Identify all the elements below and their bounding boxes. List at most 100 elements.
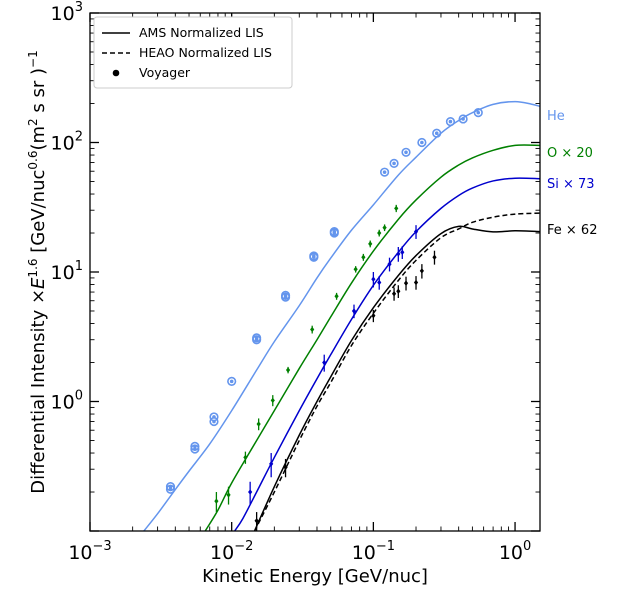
voyager-point-si [396,251,401,257]
voyager-point-he [417,137,427,148]
voyager-point-o [243,454,248,461]
voyager-point-he [389,158,399,168]
voyager-point-si [387,261,392,267]
y-title-e: E [28,277,49,289]
legend-label-ams: AMS Normalized LIS [139,25,264,40]
legend-label-voyager: Voyager [139,65,191,80]
voyager-point-fe [419,268,424,274]
voyager-point-si [413,228,419,235]
voyager-point-si [400,249,405,256]
voyager-point-si [269,461,274,467]
voyager-point-core-he [229,379,234,384]
legend: AMS Normalized LIS HEAO Normalized LIS V… [93,16,293,89]
y-tick-label: 103 [51,0,83,25]
voyager-point-o [214,498,219,504]
ams-lis-curve-he [143,100,540,531]
voyager-point-fe [283,464,288,471]
voyager-point-core-he [404,150,408,155]
voyager-point-he [458,114,468,124]
voyager-point-core-he [434,131,439,135]
voyager-point-he [280,290,291,300]
series-label-he: He [547,109,565,124]
voyager-point-core-he [212,415,216,419]
legend-label-heao: HEAO Normalized LIS [139,45,272,60]
y-axis-title: Differential Intensity ×E1.6 [GeV/nuc0.6… [26,50,49,493]
legend-box [93,16,293,89]
x-tick-label: 10−2 [210,539,253,564]
legend-swatch-voyager [112,69,120,77]
voyager-point-fe [254,517,259,524]
voyager-point-core-he [168,484,173,489]
points-layer [165,108,483,531]
voyager-point-he [329,227,339,237]
y-title-post-exp: −1 [26,50,40,68]
y-title-post: s sr ) [28,68,49,118]
x-tick-label: 10−1 [352,539,395,564]
voyager-point-core-he [448,119,453,124]
voyager-point-o [285,367,291,373]
series-label-o: O × 20 [547,146,593,161]
voyager-point-he [209,412,219,422]
voyager-point-core-he [312,254,316,258]
y-tick-label: 101 [51,259,83,284]
series-label-si: Si × 73 [547,177,595,192]
voyager-point-o [377,230,382,236]
voyager-point-si [351,308,357,314]
voyager-point-fe [371,312,376,319]
y-tick-label: 100 [51,389,83,414]
voyager-point-si [371,276,376,282]
voyager-point-o [256,421,261,427]
voyager-point-core-he [332,229,337,234]
voyager-point-si [322,359,327,366]
voyager-point-fe [413,279,419,286]
voyager-point-o [382,224,387,231]
voyager-point-he [432,128,442,138]
voyager-point-he [445,117,456,127]
x-tick-label: 100 [499,539,531,564]
y-title-pre: Differential Intensity × [28,289,49,494]
ticks-layer [89,12,540,532]
voyager-point-o [334,293,339,300]
voyager-point-he [473,108,483,118]
voyager-point-o [270,397,275,404]
voyager-point-he [190,441,200,452]
voyager-point-core-he [254,336,259,340]
y-title-e-exp: 1.6 [26,258,40,277]
voyager-point-core-he [392,161,396,166]
x-tick-label: 10−3 [68,539,111,564]
tick-labels-layer: 10−3 10−2 10−1 100 100 101 102 103 [51,0,532,564]
ams-lis-curve-o [204,144,540,531]
y-title-m-exp: 2 [26,118,40,126]
y-title-nuc-exp: 0.6 [26,151,40,170]
voyager-point-core-he [283,293,288,298]
series-label-fe: Fe × 62 [547,223,597,238]
y-title-mid: [GeV/nuc [28,170,49,259]
voyager-point-he [401,147,411,157]
voyager-point-fe [391,290,397,297]
voyager-point-fe [432,254,437,261]
voyager-point-he [309,251,319,261]
voyager-point-core-he [461,117,465,121]
x-axis-title: Kinetic Energy [GeV/nuc] [202,566,428,587]
voyager-point-o [394,205,399,212]
voyager-point-o [353,266,358,273]
voyager-point-core-he [193,444,197,449]
voyager-point-core-he [382,170,387,174]
voyager-point-core-he [476,110,481,115]
heao-lis-curve-fe [253,212,540,531]
y-title-m: (m [28,126,49,151]
voyager-point-o [310,326,315,333]
voyager-point-o [368,241,373,247]
voyager-point-he [379,167,390,177]
voyager-point-o [226,492,231,498]
voyager-point-si [248,489,253,495]
voyager-point-he [227,376,237,386]
y-tick-label: 102 [51,130,83,155]
voyager-point-fe [403,280,409,286]
ams-lis-curve-fe [253,225,540,531]
voyager-point-he [252,333,262,343]
voyager-point-fe [396,288,401,295]
voyager-point-he [165,482,176,492]
